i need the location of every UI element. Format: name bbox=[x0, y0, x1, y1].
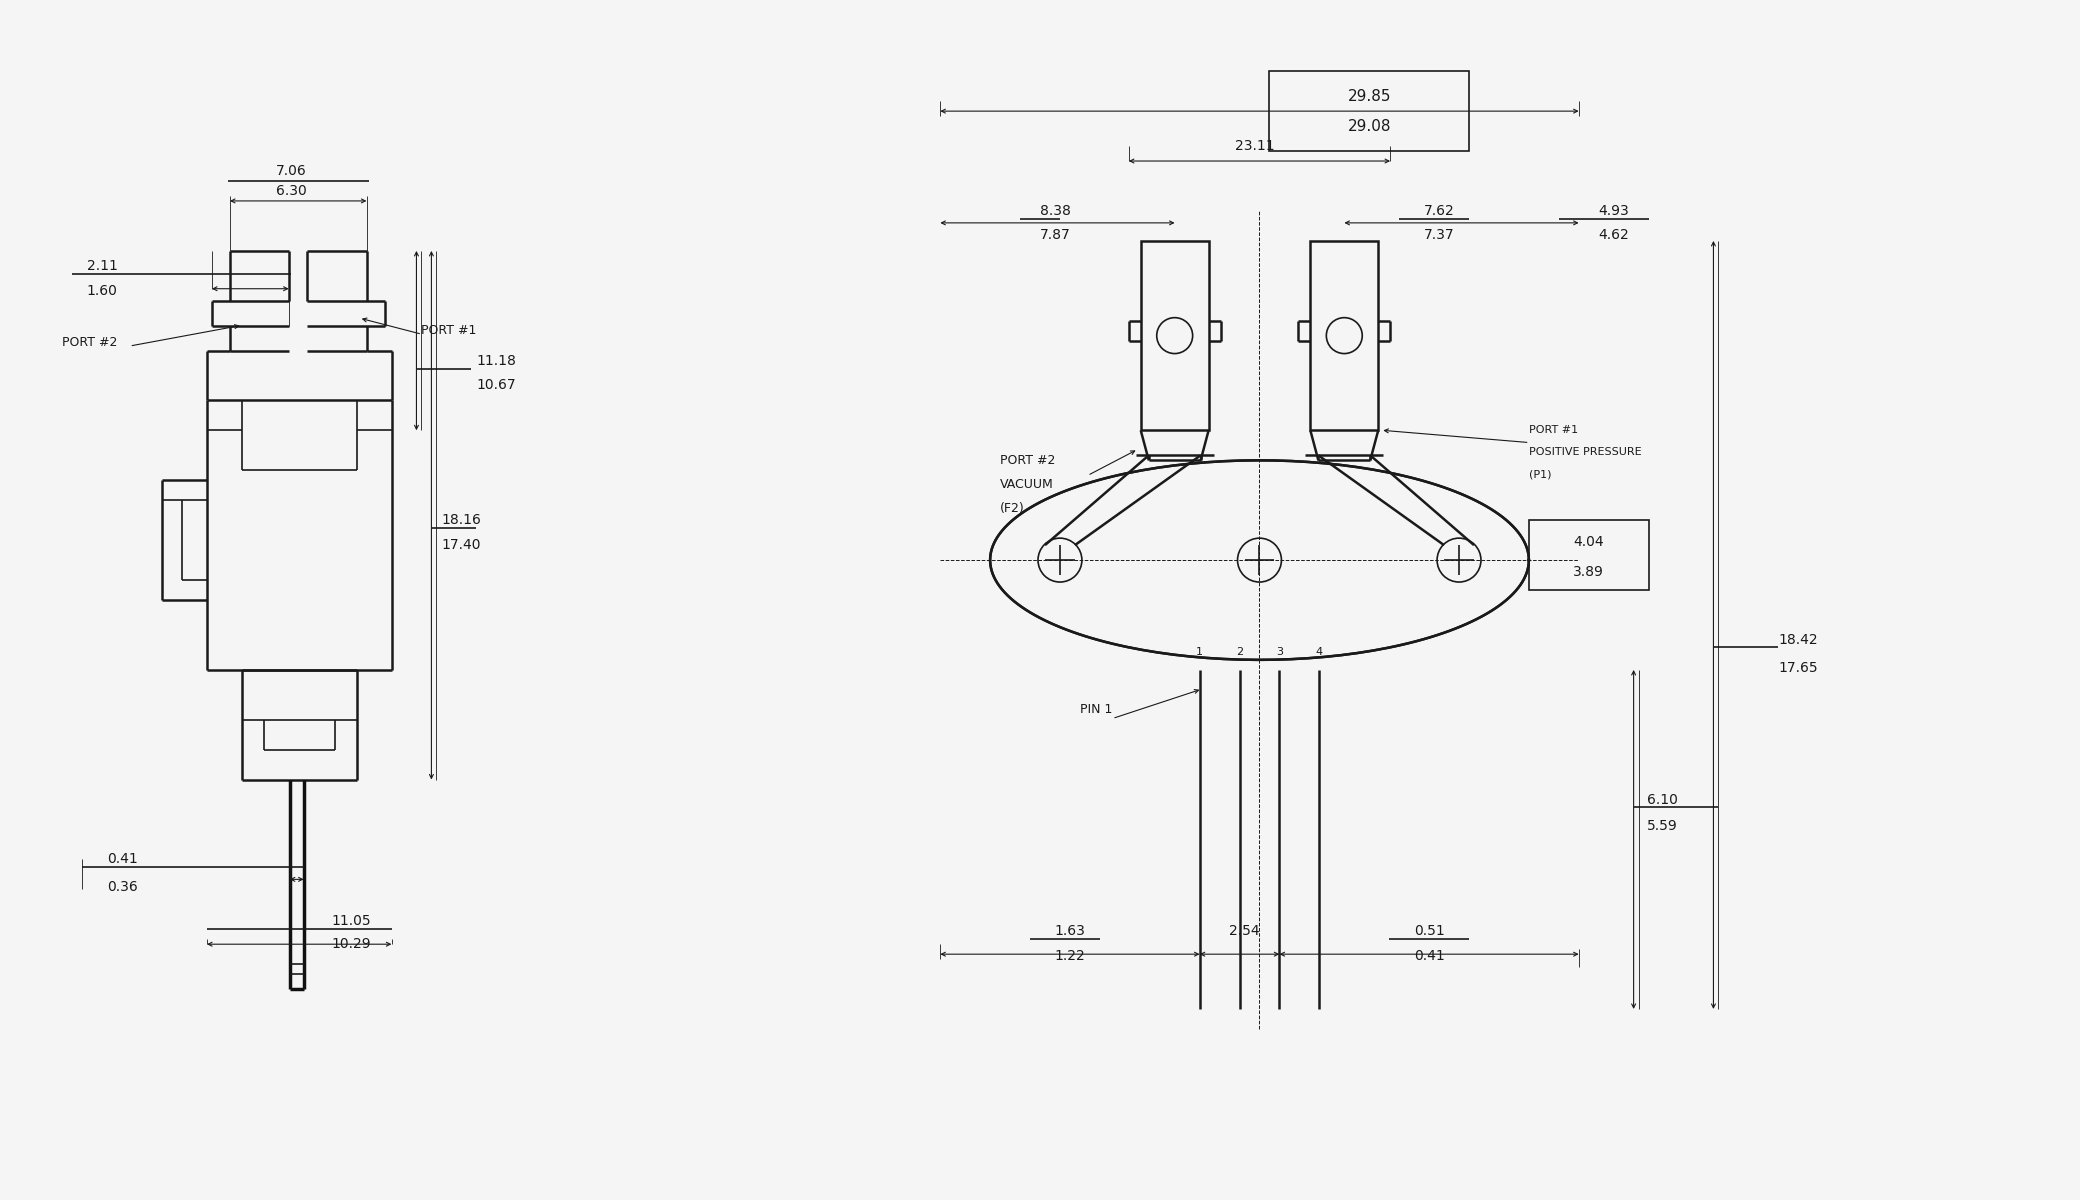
Text: 18.42: 18.42 bbox=[1778, 632, 1818, 647]
Text: 8.38: 8.38 bbox=[1040, 204, 1071, 218]
Text: 2.11: 2.11 bbox=[87, 259, 119, 272]
Text: 0.51: 0.51 bbox=[1414, 924, 1444, 938]
Text: 2.54: 2.54 bbox=[1229, 924, 1260, 938]
Text: POSITIVE PRESSURE: POSITIVE PRESSURE bbox=[1529, 448, 1641, 457]
Text: 2: 2 bbox=[1236, 647, 1244, 656]
Text: 4.04: 4.04 bbox=[1572, 535, 1604, 550]
Text: 18.16: 18.16 bbox=[441, 514, 480, 527]
Text: 17.65: 17.65 bbox=[1778, 661, 1818, 674]
Text: PORT #1: PORT #1 bbox=[422, 324, 476, 337]
Text: 0.36: 0.36 bbox=[106, 881, 137, 894]
Text: 10.29: 10.29 bbox=[333, 937, 372, 952]
Text: 3.89: 3.89 bbox=[1572, 565, 1604, 580]
Bar bbox=[1310, 241, 1379, 431]
Text: VACUUM: VACUUM bbox=[1000, 478, 1055, 491]
Text: 5.59: 5.59 bbox=[1647, 820, 1676, 834]
Polygon shape bbox=[990, 461, 1529, 660]
Text: PORT #2: PORT #2 bbox=[1000, 454, 1055, 467]
Text: 17.40: 17.40 bbox=[441, 538, 480, 552]
Text: 7.37: 7.37 bbox=[1425, 228, 1454, 242]
Text: 1.63: 1.63 bbox=[1055, 924, 1086, 938]
Text: 4: 4 bbox=[1317, 647, 1323, 656]
Text: PORT #1: PORT #1 bbox=[1529, 425, 1579, 436]
Bar bbox=[1140, 241, 1208, 431]
Bar bbox=[1269, 71, 1468, 151]
Text: PIN 1: PIN 1 bbox=[1080, 703, 1113, 716]
Text: 6.30: 6.30 bbox=[277, 184, 308, 198]
Text: 3: 3 bbox=[1275, 647, 1283, 656]
Text: 7.06: 7.06 bbox=[277, 164, 308, 178]
Text: 1.22: 1.22 bbox=[1055, 949, 1086, 964]
Bar bbox=[1529, 520, 1649, 590]
Text: 29.85: 29.85 bbox=[1348, 89, 1392, 103]
Text: 7.62: 7.62 bbox=[1423, 204, 1454, 218]
Text: 7.87: 7.87 bbox=[1040, 228, 1071, 242]
Text: (P1): (P1) bbox=[1529, 469, 1552, 479]
Text: 1: 1 bbox=[1196, 647, 1202, 656]
Text: 0.41: 0.41 bbox=[1414, 949, 1444, 964]
Text: 29.08: 29.08 bbox=[1348, 119, 1392, 133]
Text: 11.18: 11.18 bbox=[476, 354, 516, 367]
Text: 0.41: 0.41 bbox=[106, 852, 137, 866]
Text: (F2): (F2) bbox=[1000, 502, 1025, 515]
Text: 6.10: 6.10 bbox=[1647, 792, 1676, 806]
Text: PORT #2: PORT #2 bbox=[62, 336, 119, 349]
Text: 11.05: 11.05 bbox=[333, 914, 372, 929]
Text: 10.67: 10.67 bbox=[476, 378, 516, 392]
Text: 23.11: 23.11 bbox=[1236, 139, 1275, 154]
Text: 4.93: 4.93 bbox=[1600, 204, 1629, 218]
Text: 1.60: 1.60 bbox=[87, 283, 119, 298]
Text: 4.62: 4.62 bbox=[1600, 228, 1629, 242]
